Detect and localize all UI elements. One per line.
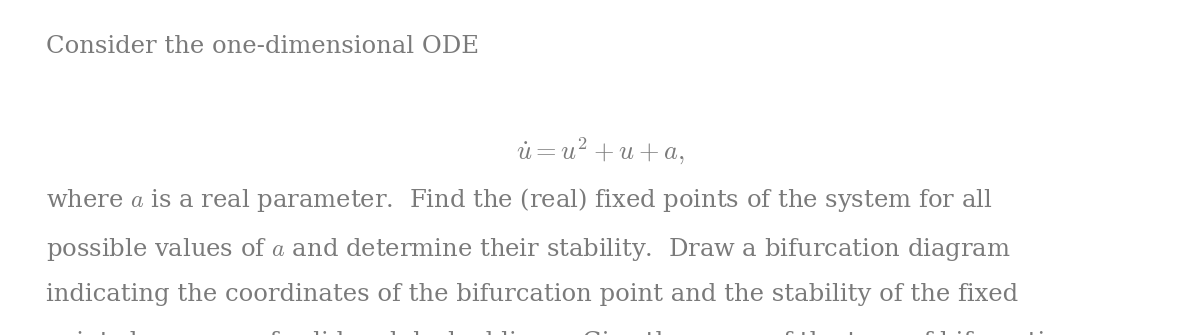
Text: possible values of $a$ and determine their stability.  Draw a bifurcation diagra: possible values of $a$ and determine the…	[46, 236, 1010, 263]
Text: Consider the one-dimensional ODE: Consider the one-dimensional ODE	[46, 35, 479, 58]
Text: indicating the coordinates of the bifurcation point and the stability of the fix: indicating the coordinates of the bifurc…	[46, 283, 1018, 306]
Text: $\dot{u} = u^2 + u + a,$: $\dot{u} = u^2 + u + a,$	[516, 136, 684, 167]
Text: where $a$ is a real parameter.  Find the (real) fixed points of the system for a: where $a$ is a real parameter. Find the …	[46, 186, 992, 214]
Text: points by means of solid and dashed lines.  Give the name of the type of bifurca: points by means of solid and dashed line…	[46, 331, 1082, 335]
